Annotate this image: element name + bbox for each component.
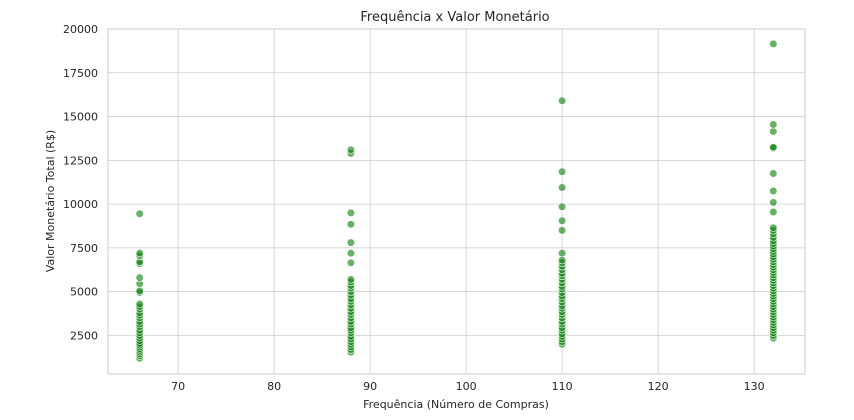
data-point — [769, 127, 778, 136]
y-tick-label: 15000 — [63, 111, 98, 124]
data-point — [769, 120, 778, 129]
y-axis-label: Valor Monetário Total (R$) — [44, 130, 57, 272]
y-tick-label: 12500 — [63, 154, 98, 167]
data-point — [346, 238, 355, 247]
plot-frame — [107, 28, 806, 375]
data-point — [135, 249, 144, 258]
data-point — [346, 208, 355, 217]
data-point — [346, 258, 355, 267]
y-tick-label: 7500 — [70, 242, 98, 255]
y-tick-label: 2500 — [70, 329, 98, 342]
x-tick-label: 120 — [648, 380, 669, 393]
x-tick-labels: 70 80 90 100 110 120 130 — [171, 380, 765, 393]
data-point — [769, 143, 778, 152]
data-point — [769, 39, 778, 48]
data-points — [135, 39, 778, 363]
grid-lines — [108, 28, 805, 374]
x-tick-label: 130 — [744, 380, 765, 393]
y-tick-label: 5000 — [70, 286, 98, 299]
data-point — [769, 198, 778, 207]
data-point — [769, 207, 778, 217]
data-point — [558, 202, 567, 211]
data-point — [769, 169, 778, 178]
data-point — [769, 223, 778, 232]
x-axis-label: Frequência (Número de Compras) — [363, 398, 549, 411]
data-point — [558, 167, 567, 176]
x-tick-label: 80 — [267, 380, 281, 393]
x-tick-label: 70 — [171, 380, 185, 393]
data-point — [346, 145, 355, 154]
data-point — [558, 256, 567, 265]
x-tick-label: 110 — [552, 380, 573, 393]
data-point — [346, 249, 355, 258]
y-tick-label: 10000 — [63, 198, 98, 211]
y-tick-label: 20000 — [63, 23, 98, 36]
data-point — [558, 226, 567, 235]
data-point — [558, 96, 567, 105]
data-point — [135, 299, 144, 309]
data-point — [135, 286, 144, 295]
data-point — [558, 183, 567, 192]
y-tick-label: 17500 — [63, 67, 98, 80]
x-tick-label: 100 — [456, 380, 477, 393]
chart-title: Frequência x Valor Monetário — [360, 10, 549, 25]
data-point — [558, 249, 567, 258]
x-tick-label: 90 — [363, 380, 377, 393]
data-point — [346, 220, 355, 229]
y-tick-labels: 2500 5000 7500 10000 12500 15000 17500 20000 — [63, 23, 98, 342]
data-point — [135, 209, 144, 218]
data-point — [135, 273, 144, 282]
data-point — [346, 275, 355, 284]
data-point — [558, 216, 567, 225]
data-point — [769, 186, 778, 196]
